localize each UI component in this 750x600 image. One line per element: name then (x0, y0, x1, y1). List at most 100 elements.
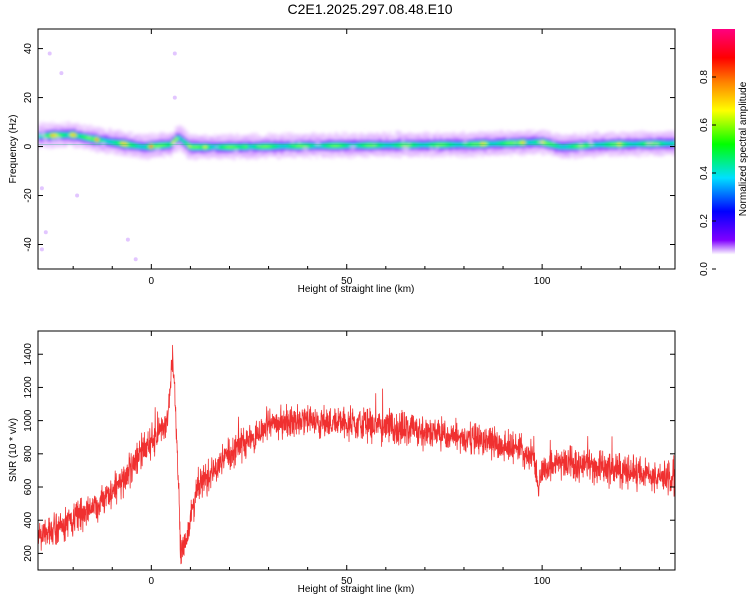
spectrogram-cell (311, 141, 316, 143)
spectrogram-cell (104, 137, 109, 140)
spectrogram-cell (413, 133, 418, 136)
spectrogram-cell (276, 157, 281, 159)
spectrogram-cell (63, 144, 68, 146)
spectrogram-cell (471, 134, 475, 137)
spectrogram-cell (560, 134, 565, 137)
spectrogram-cell (573, 145, 577, 147)
spectrogram-cell (563, 145, 568, 148)
spectrogram-cell (41, 128, 45, 131)
spectrogram-cell (410, 150, 415, 152)
spectrogram-cell (538, 138, 542, 141)
spectrogram-cell (563, 143, 568, 145)
spectrogram-cell (184, 141, 189, 144)
spectrogram-cell (445, 138, 450, 141)
spectrogram-cell (229, 133, 233, 135)
spectrogram-cell (483, 134, 488, 136)
spectrogram-cell (127, 148, 131, 150)
spectrogram-cell (522, 146, 526, 149)
spectrogram-cell (579, 139, 584, 142)
spectrogram-cell (146, 141, 151, 143)
spectrogram-cell (436, 145, 440, 147)
spectrogram-cell (47, 136, 52, 138)
spectrogram-cell (372, 152, 377, 155)
spectrogram-cell (576, 142, 581, 144)
spectrogram-cell (439, 150, 444, 153)
spectrogram-cell (553, 153, 558, 155)
spectrogram-cell (222, 144, 227, 146)
spectrogram-cell (98, 147, 103, 150)
spectrogram-cell (213, 144, 217, 146)
spectrogram-cell (493, 149, 498, 151)
spectrogram-cell (601, 138, 606, 140)
spectrogram-cell (123, 154, 128, 156)
spectrogram-cell (464, 143, 469, 145)
spectrogram-cell (203, 156, 208, 158)
spectrogram-cell (235, 144, 240, 146)
spectrogram-cell (617, 141, 622, 144)
spectrogram-cell (369, 144, 374, 146)
spectrogram-cell (41, 142, 45, 145)
spectrogram-cell (146, 154, 151, 156)
spectrogram-cell (260, 147, 265, 149)
spectrogram-cell (436, 149, 440, 151)
spectrogram-cell (509, 133, 514, 135)
spectrogram-cell (216, 142, 221, 145)
spectrogram-cell (283, 138, 288, 140)
spectrogram-cell (101, 137, 106, 139)
spectrogram-cell (197, 146, 202, 148)
spectrogram-cell (420, 141, 424, 143)
spectrogram-cell (44, 123, 49, 126)
spectrogram-cell (57, 129, 61, 131)
spectrogram-cell (611, 139, 616, 141)
spectrogram-cell (57, 130, 61, 133)
spectrogram-cell (356, 144, 361, 146)
spectrogram-cell (108, 138, 112, 140)
spectrogram-cell (50, 134, 55, 136)
spectrogram-cell (525, 130, 530, 132)
spectrogram-cell (146, 150, 151, 153)
spectrogram-cell (366, 141, 370, 144)
spectrogram-cell (566, 137, 571, 140)
spectrogram-cell (496, 147, 501, 150)
spectrogram-cell (213, 152, 217, 154)
spectrogram-cell (114, 135, 119, 138)
spectrogram-cell (127, 143, 131, 146)
spectrogram-cell (241, 152, 246, 155)
spectrogram-cell (216, 149, 221, 151)
spectrogram-cell (321, 143, 326, 145)
spectrogram-cell (448, 143, 453, 146)
spectrogram-cell (225, 146, 230, 148)
spectrogram-cell (366, 152, 370, 154)
spectrogram-cell (108, 145, 112, 147)
spectrogram-cell (245, 147, 249, 149)
spectrogram-cell (248, 149, 252, 151)
spectrogram-cell (369, 151, 374, 153)
spectrogram-cell (299, 155, 303, 157)
spectrogram-cell (601, 134, 606, 136)
spectrogram-cell (149, 137, 154, 140)
spectrogram-cell (41, 141, 45, 144)
spectrogram-cell (461, 152, 466, 154)
spectrogram-cell (200, 147, 205, 150)
spectrogram-cell (209, 143, 214, 145)
spectrogram-cell (620, 150, 625, 152)
spectrogram-cell (608, 154, 612, 157)
spectrogram-cell (69, 130, 74, 132)
spectrogram-cell (257, 140, 262, 142)
spectrogram-cell (92, 137, 96, 139)
spectrogram-cell (439, 146, 444, 148)
spectrogram-cell (346, 134, 351, 136)
spectrogram-cell (181, 141, 186, 143)
spectrogram-cell (624, 143, 628, 145)
spectrogram-cell (630, 144, 635, 147)
spectrogram-cell (203, 142, 208, 145)
spectrogram-cell (534, 138, 539, 141)
spectrogram-cell (592, 154, 596, 156)
spectrogram-cell (286, 142, 291, 144)
spectrogram-cell (209, 152, 214, 155)
spectrogram-cell (289, 153, 294, 156)
spectrogram-cell (397, 141, 402, 143)
spectrogram-cell (595, 147, 600, 149)
spectrogram-cell (611, 153, 616, 156)
spectrogram-cell (385, 138, 389, 140)
